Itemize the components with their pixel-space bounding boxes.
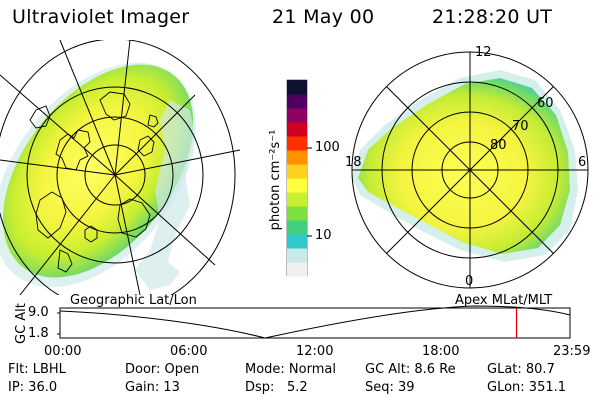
mlt-label-top: 12 bbox=[475, 45, 492, 60]
dsp-label: Dsp: bbox=[245, 380, 275, 395]
time-tick-2359: 23:59 bbox=[553, 344, 591, 359]
mlt-label-left: 18 bbox=[345, 155, 362, 170]
colorbar-stripe bbox=[287, 94, 307, 109]
altitude-strip bbox=[57, 305, 571, 339]
colorbar-stripe bbox=[287, 248, 307, 263]
gc-alt-bottom: 1.8 bbox=[28, 326, 49, 341]
mlt-label-bottom: 0 bbox=[465, 274, 474, 289]
gain-info: Gain: 13 bbox=[125, 380, 180, 395]
geographic-caption: Geographic Lat/Lon bbox=[70, 293, 197, 308]
glon-info: GLon: 351.1 bbox=[487, 380, 567, 395]
mlat-ring-70: 70 bbox=[512, 119, 529, 134]
colorbar-stripe bbox=[287, 164, 307, 179]
time-tick-1800: 18:00 bbox=[422, 344, 460, 359]
ip-info: IP: 36.0 bbox=[8, 380, 58, 395]
colorbar-unit-label: photon cm⁻²s⁻¹ bbox=[268, 129, 283, 231]
dsp-value: 5.2 bbox=[287, 380, 308, 395]
colorbar bbox=[286, 79, 312, 277]
gc-alt-info: GC Alt: 8.6 Re bbox=[365, 362, 456, 377]
time-tick-0600: 06:00 bbox=[170, 344, 208, 359]
gc-alt-top: 9.0 bbox=[28, 305, 49, 320]
colorbar-stripe bbox=[287, 136, 307, 151]
time-label: 21:28:20 UT bbox=[432, 6, 553, 28]
colorbar-stripe bbox=[287, 234, 307, 249]
orbit-altitude-curve bbox=[59, 305, 571, 339]
colorbar-stripe bbox=[287, 262, 307, 277]
mlat-mlt-plot bbox=[351, 51, 589, 289]
date-label: 21 May 00 bbox=[272, 6, 375, 28]
mode-info: Mode: Normal bbox=[245, 362, 336, 377]
colorbar-stripe bbox=[287, 192, 307, 207]
geographic-image bbox=[0, 40, 241, 295]
colorbar-stripe bbox=[287, 80, 307, 95]
colorbar-tick-100: 100 bbox=[315, 140, 340, 155]
instrument-title: Ultraviolet Imager bbox=[12, 6, 190, 28]
filter-info: Flt: LBHL bbox=[8, 362, 66, 377]
glat-info: GLat: 80.7 bbox=[487, 362, 555, 377]
door-info: Door: Open bbox=[125, 362, 200, 377]
mlt-label-right: 6 bbox=[578, 155, 587, 170]
colorbar-stripe bbox=[287, 108, 307, 123]
colorbar-stripe bbox=[287, 178, 307, 193]
colorbar-tick-10: 10 bbox=[315, 228, 332, 243]
time-tick-1200: 12:00 bbox=[296, 344, 334, 359]
gc-alt-axis-label: GC Alt bbox=[14, 303, 29, 344]
time-tick-0000: 00:00 bbox=[44, 344, 82, 359]
colorbar-stripe bbox=[287, 220, 307, 235]
colorbar-stripe bbox=[287, 150, 307, 165]
mlat-ring-60: 60 bbox=[537, 96, 554, 111]
colorbar-stripe bbox=[287, 122, 307, 137]
colorbar-stripe bbox=[287, 206, 307, 221]
mlat-ring-80: 80 bbox=[490, 138, 507, 153]
apex-caption: Apex MLat/MLT bbox=[455, 293, 553, 308]
seq-info: Seq: 39 bbox=[365, 380, 415, 395]
